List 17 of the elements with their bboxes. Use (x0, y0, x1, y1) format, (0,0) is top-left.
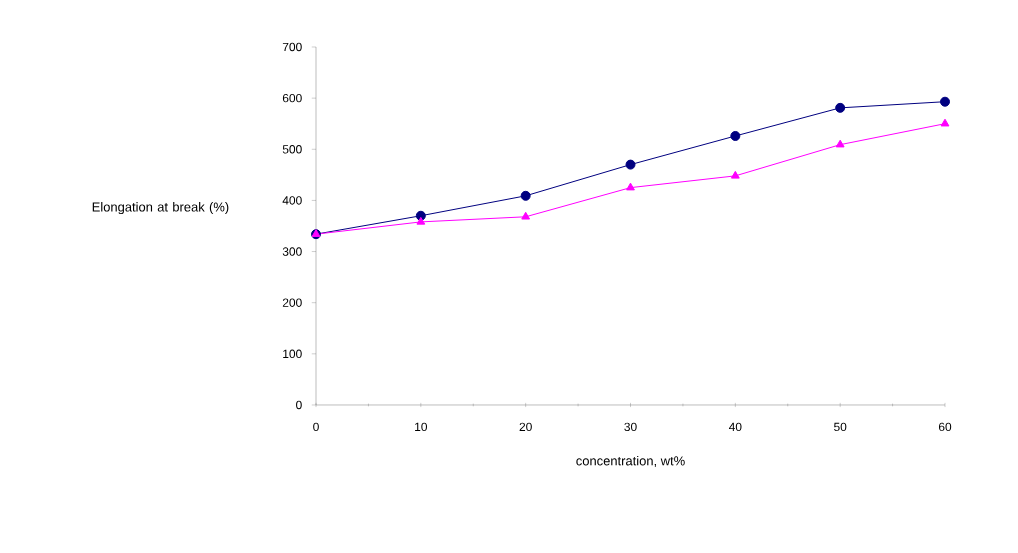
y-tick-label: 0 (296, 400, 302, 410)
y-tick-label: 200 (282, 298, 302, 307)
y-tick-label: 300 (282, 247, 302, 256)
y-tick-label: 400 (282, 196, 302, 205)
x-tick-label: 20 (519, 422, 532, 432)
x-tick-label: 10 (415, 422, 428, 432)
y-tick-label: 600 (282, 93, 302, 103)
x-tick-label: 40 (728, 422, 742, 432)
x-tick-label: 60 (938, 422, 952, 432)
y-tick-label: 700 (282, 42, 302, 52)
y-tick-label: 500 (282, 145, 302, 154)
x-tick-label: 50 (834, 422, 847, 432)
x-tick-label: 0 (313, 422, 319, 432)
y-tick-label: 100 (283, 349, 302, 359)
y-axis-title: Elongation at break (%) (92, 202, 229, 215)
x-axis-title: concentration, wt% (576, 455, 685, 467)
x-tick-label: 30 (624, 422, 637, 432)
